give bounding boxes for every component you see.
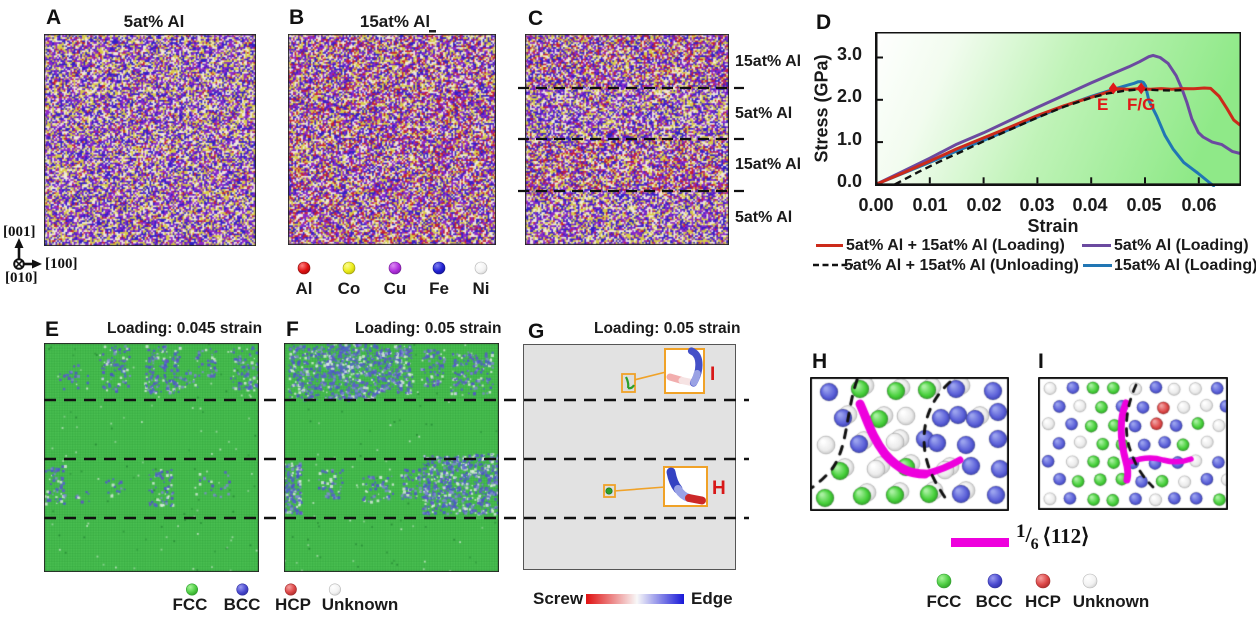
svg-text:I: I [710,364,715,385]
svg-text:H: H [712,478,726,499]
